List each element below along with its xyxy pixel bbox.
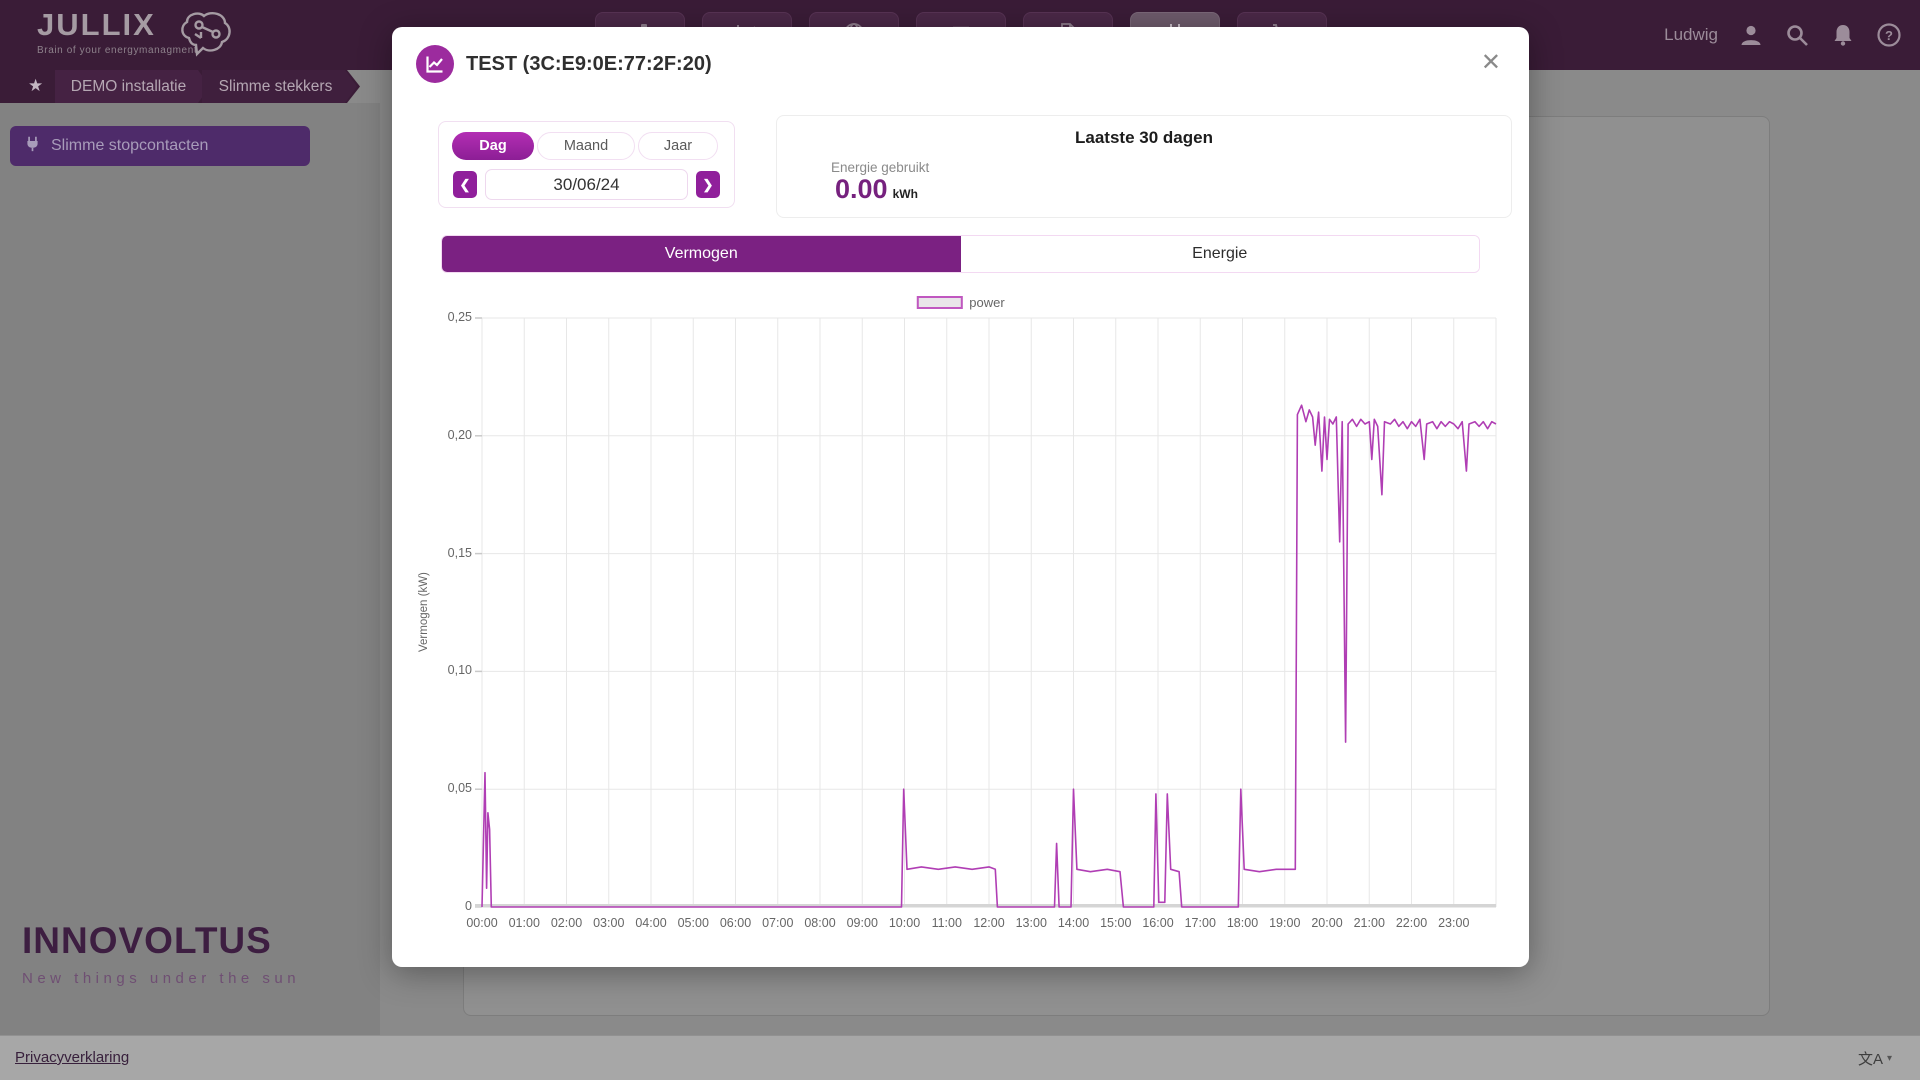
help-icon[interactable]: ? — [1876, 22, 1902, 48]
x-tick-label: 00:00 — [466, 916, 498, 930]
tab-vermogen[interactable]: Vermogen — [442, 236, 961, 272]
privacy-link[interactable]: Privacyverklaring — [15, 1049, 130, 1066]
line-chart-icon — [416, 45, 454, 83]
user-name[interactable]: Ludwig — [1664, 25, 1718, 44]
svg-text:?: ? — [1885, 28, 1893, 43]
x-tick-label: 03:00 — [593, 916, 625, 930]
period-tab-month[interactable]: Maand — [537, 132, 635, 160]
legend-label: power — [969, 295, 1005, 310]
date-input[interactable]: 30/06/24 — [485, 169, 688, 200]
chevron-down-icon: ▾ — [1886, 1053, 1892, 1064]
y-tick-label: 0,15 — [447, 545, 472, 560]
x-tick-label: 02:00 — [550, 916, 583, 930]
plug-icon — [24, 135, 41, 157]
x-tick-label: 08:00 — [804, 916, 836, 930]
x-tick-label: 21:00 — [1353, 916, 1385, 930]
sidebar-item-label: Slimme stopcontacten — [51, 137, 209, 154]
x-tick-label: 20:00 — [1311, 916, 1343, 930]
bell-icon[interactable] — [1830, 22, 1856, 48]
energy-used-unit: kWh — [892, 187, 918, 201]
y-tick-label: 0 — [465, 899, 472, 913]
x-tick-label: 12:00 — [973, 916, 1005, 930]
search-icon[interactable] — [1784, 22, 1810, 48]
favorite-star-icon[interactable]: ★ — [28, 76, 44, 95]
energy-used-value: 0.00 — [835, 174, 888, 204]
x-tick-label: 19:00 — [1269, 916, 1301, 930]
stats-title: Laatste 30 dagen — [1075, 128, 1213, 147]
breadcrumb: ★ DEMO installatie Slimme stekkers — [0, 70, 1920, 103]
header-right: Ludwig ? — [1664, 0, 1902, 70]
x-tick-label: 01:00 — [508, 916, 540, 930]
y-tick-label: 0,05 — [447, 781, 472, 796]
period-controls: Dag Maand Jaar ❮ 30/06/24 ❯ — [438, 121, 735, 208]
app-logo[interactable]: JULLIX Brain of your energymanagment — [37, 6, 231, 57]
innovoltus-logo: INNOVOLTUS New things under the sun — [22, 920, 300, 987]
modal-title: TEST (3C:E9:0E:77:2F:20) — [466, 53, 712, 75]
brand-tagline: New things under the sun — [22, 970, 301, 987]
prev-day-button[interactable]: ❮ — [453, 171, 477, 198]
brain-plug-icon — [175, 8, 233, 63]
x-tick-label: 06:00 — [719, 916, 752, 930]
user-icon[interactable] — [1738, 22, 1764, 48]
view-tabs: Vermogen Energie — [441, 235, 1480, 273]
legend-swatch — [916, 296, 963, 309]
power-chart: power Vermogen (kW) 00:00 01:00 02:00 03:00… — [392, 289, 1529, 949]
sidebar: Slimme stopcontacten — [0, 103, 380, 1035]
period-tab-year[interactable]: Jaar — [638, 132, 718, 160]
breadcrumb-item-installation[interactable]: DEMO installatie — [55, 70, 210, 103]
x-tick-label: 04:00 — [635, 916, 667, 930]
chart-legend[interactable]: power — [916, 295, 1005, 310]
x-tick-label: 17:00 — [1184, 916, 1216, 930]
device-chart-modal: TEST (3C:E9:0E:77:2F:20) ✕ Dag Maand Jaa… — [392, 27, 1529, 967]
translate-icon: 文A — [1857, 1051, 1883, 1068]
x-tick-label: 11:00 — [931, 916, 962, 930]
chart-plot — [475, 317, 1497, 908]
last-30-days-card: Laatste 30 dagen Energie gebruikt 0.00 k… — [776, 115, 1512, 218]
x-tick-label: 22:00 — [1395, 916, 1428, 930]
x-tick-label: 23:00 — [1438, 916, 1470, 930]
x-tick-label: 10:00 — [888, 916, 921, 930]
period-tab-day[interactable]: Dag — [452, 132, 534, 160]
language-selector[interactable]: 文A ▾ — [1858, 1048, 1892, 1069]
logo-title: JULLIX — [37, 7, 156, 42]
energy-used-label: Energie gebruikt — [831, 160, 930, 175]
next-day-button[interactable]: ❯ — [696, 171, 720, 198]
y-tick-label: 0,10 — [447, 663, 472, 678]
y-tick-label: 0,20 — [447, 427, 472, 442]
x-tick-label: 07:00 — [762, 916, 794, 930]
close-icon[interactable]: ✕ — [1480, 49, 1501, 76]
x-tick-label: 15:00 — [1100, 916, 1132, 930]
x-tick-label: 13:00 — [1015, 916, 1047, 930]
x-tick-label: 18:00 — [1226, 916, 1259, 930]
y-tick-label: 0,25 — [447, 310, 472, 324]
x-tick-label: 09:00 — [846, 916, 878, 930]
tab-energie[interactable]: Energie — [960, 236, 1479, 272]
x-tick-label: 16:00 — [1142, 916, 1174, 930]
x-tick-label: 05:00 — [677, 916, 709, 930]
sidebar-item-smart-sockets[interactable]: Slimme stopcontacten — [10, 126, 310, 166]
footer: Privacyverklaring 文A ▾ — [0, 1035, 1920, 1080]
logo-tagline: Brain of your energymanagment — [37, 45, 198, 56]
y-axis-title: Vermogen (kW) — [418, 572, 430, 653]
x-tick-label: 14:00 — [1057, 916, 1090, 930]
breadcrumb-item-smart-plugs[interactable]: Slimme stekkers — [202, 70, 357, 103]
brand-name: INNOVOLTUS — [22, 920, 272, 961]
